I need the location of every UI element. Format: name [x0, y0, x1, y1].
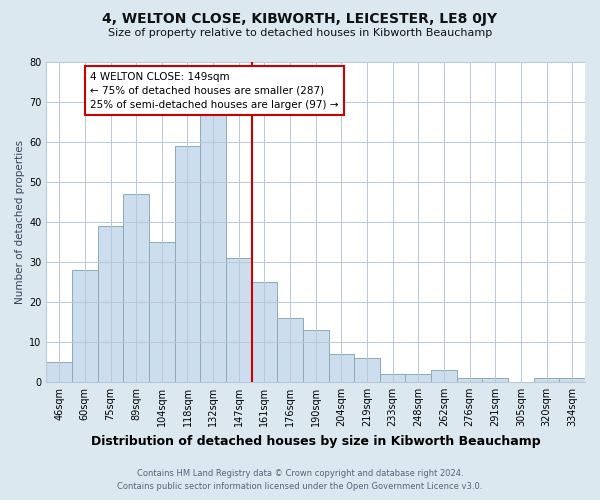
Bar	[380, 374, 406, 382]
Text: Size of property relative to detached houses in Kibworth Beauchamp: Size of property relative to detached ho…	[108, 28, 492, 38]
Bar	[329, 354, 354, 382]
X-axis label: Distribution of detached houses by size in Kibworth Beauchamp: Distribution of detached houses by size …	[91, 434, 541, 448]
Bar	[406, 374, 431, 382]
Bar	[251, 282, 277, 382]
Bar	[175, 146, 200, 382]
Bar	[124, 194, 149, 382]
Y-axis label: Number of detached properties: Number of detached properties	[15, 140, 25, 304]
Bar	[226, 258, 251, 382]
Bar	[534, 378, 559, 382]
Bar	[354, 358, 380, 382]
Text: 4, WELTON CLOSE, KIBWORTH, LEICESTER, LE8 0JY: 4, WELTON CLOSE, KIBWORTH, LEICESTER, LE…	[103, 12, 497, 26]
Bar	[277, 318, 303, 382]
Bar	[303, 330, 329, 382]
Bar	[72, 270, 98, 382]
Text: 4 WELTON CLOSE: 149sqm
← 75% of detached houses are smaller (287)
25% of semi-de: 4 WELTON CLOSE: 149sqm ← 75% of detached…	[90, 72, 338, 110]
Text: Contains HM Land Registry data © Crown copyright and database right 2024.
Contai: Contains HM Land Registry data © Crown c…	[118, 469, 482, 491]
Bar	[482, 378, 508, 382]
Bar	[457, 378, 482, 382]
Bar	[431, 370, 457, 382]
Bar	[200, 114, 226, 382]
Bar	[149, 242, 175, 382]
Bar	[559, 378, 585, 382]
Bar	[98, 226, 124, 382]
Bar	[46, 362, 72, 382]
